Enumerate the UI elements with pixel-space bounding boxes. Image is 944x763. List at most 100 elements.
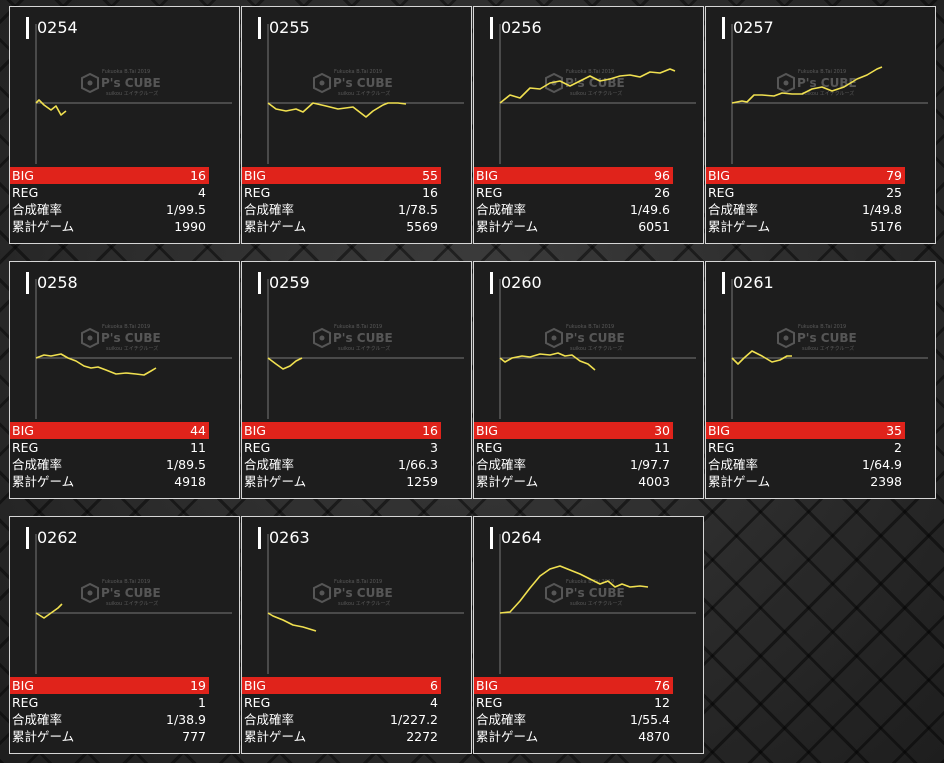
cube-icon [313, 582, 331, 604]
cube-icon [313, 72, 331, 94]
total-games-row: 累計ゲーム 2398 [706, 473, 905, 490]
total-games-value: 5569 [406, 219, 438, 234]
slump-line [267, 102, 407, 118]
watermark-bottom-text: suikou エイチクルーズ [802, 345, 854, 352]
reg-count-label: REG [12, 695, 39, 710]
combined-probability-label: 合成確率 [244, 202, 295, 217]
machine-card[interactable]: Fukuoka B.Tai 2019 P's CUBE suikou エイチクルーズ… [241, 516, 472, 754]
combined-probability-row: 合成確率 1/38.9 [10, 711, 209, 728]
watermark-brand-text: P's CUBE [333, 331, 393, 345]
machine-stats: BIG 76 REG 12 合成確率 1/55.4 累計ゲーム 4870 [474, 677, 673, 745]
reg-count-value: 2 [894, 440, 902, 455]
cube-icon [313, 327, 331, 349]
watermark-bottom-text: suikou エイチクルーズ [338, 90, 390, 97]
machine-card[interactable]: Fukuoka B.Tai 2019 P's CUBE suikou エイチクルーズ… [473, 6, 704, 244]
reg-count-label: REG [476, 185, 503, 200]
combined-probability-value: 1/38.9 [166, 712, 206, 727]
watermark-bottom-text: suikou エイチクルーズ [106, 600, 158, 607]
combined-probability-row: 合成確率 1/49.6 [474, 201, 673, 218]
cube-icon [545, 582, 563, 604]
machine-card[interactable]: Fukuoka B.Tai 2019 P's CUBE suikou エイチクルーズ… [241, 261, 472, 499]
reg-count-row: REG 12 [474, 694, 673, 711]
slump-line [499, 565, 649, 614]
big-count-value: 6 [430, 678, 438, 693]
machine-number: 0260 [490, 272, 542, 294]
machine-card[interactable]: Fukuoka B.Tai 2019 P's CUBE suikou エイチクルーズ… [473, 261, 704, 499]
cube-icon [81, 72, 99, 94]
cube-center-icon [551, 590, 557, 596]
big-count-value: 19 [190, 678, 206, 693]
watermark-bottom-text: suikou エイチクルーズ [338, 345, 390, 352]
slump-line [731, 66, 883, 104]
reg-count-value: 11 [654, 440, 670, 455]
machine-card[interactable]: Fukuoka B.Tai 2019 P's CUBE suikou エイチクルーズ… [705, 6, 936, 244]
total-games-label: 累計ゲーム [476, 729, 539, 744]
reg-count-value: 12 [654, 695, 670, 710]
cube-center-icon [783, 80, 789, 86]
combined-probability-label: 合成確率 [12, 712, 63, 727]
combined-probability-value: 1/97.7 [630, 457, 670, 472]
machine-number: 0258 [26, 272, 78, 294]
big-count-row: BIG 16 [10, 167, 209, 184]
combined-probability-value: 1/89.5 [166, 457, 206, 472]
combined-probability-value: 1/55.4 [630, 712, 670, 727]
cube-icon [545, 72, 563, 94]
machine-stats: BIG 96 REG 26 合成確率 1/49.6 累計ゲーム 6051 [474, 167, 673, 235]
watermark-bottom-text: suikou エイチクルーズ [338, 600, 390, 607]
total-games-label: 累計ゲーム [476, 474, 539, 489]
reg-count-row: REG 4 [10, 184, 209, 201]
total-games-label: 累計ゲーム [244, 219, 307, 234]
big-count-value: 76 [654, 678, 670, 693]
reg-count-row: REG 2 [706, 439, 905, 456]
reg-count-value: 1 [198, 695, 206, 710]
combined-probability-label: 合成確率 [12, 457, 63, 472]
watermark-top-text: Fukuoka B.Tai 2019 [566, 324, 614, 330]
machine-number: 0257 [722, 17, 774, 39]
machine-stats: BIG 79 REG 25 合成確率 1/49.8 累計ゲーム 5176 [706, 167, 905, 235]
big-count-label: BIG [244, 423, 266, 438]
machine-card[interactable]: Fukuoka B.Tai 2019 P's CUBE suikou エイチクルーズ… [473, 516, 704, 754]
machine-stats: BIG 16 REG 3 合成確率 1/66.3 累計ゲーム 1259 [242, 422, 441, 490]
machine-card[interactable]: Fukuoka B.Tai 2019 P's CUBE suikou エイチクルーズ… [241, 6, 472, 244]
machine-card[interactable]: Fukuoka B.Tai 2019 P's CUBE suikou エイチクルーズ… [9, 516, 240, 754]
combined-probability-row: 合成確率 1/89.5 [10, 456, 209, 473]
slump-line [35, 603, 63, 619]
watermark-brand-text: P's CUBE [797, 76, 857, 90]
big-count-label: BIG [12, 678, 34, 693]
machine-number: 0256 [490, 17, 542, 39]
machine-card[interactable]: Fukuoka B.Tai 2019 P's CUBE suikou エイチクルーズ… [705, 261, 936, 499]
combined-probability-label: 合成確率 [476, 712, 527, 727]
watermark-top-text: Fukuoka B.Tai 2019 [798, 69, 846, 75]
watermark-top-text: Fukuoka B.Tai 2019 [102, 579, 150, 585]
total-games-row: 累計ゲーム 5176 [706, 218, 905, 235]
total-games-row: 累計ゲーム 1259 [242, 473, 441, 490]
big-count-value: 44 [190, 423, 206, 438]
cube-center-icon [87, 335, 93, 341]
reg-count-row: REG 3 [242, 439, 441, 456]
machine-card[interactable]: Fukuoka B.Tai 2019 P's CUBE suikou エイチクルーズ… [9, 261, 240, 499]
big-count-label: BIG [12, 168, 34, 183]
reg-count-row: REG 11 [10, 439, 209, 456]
machine-card[interactable]: Fukuoka B.Tai 2019 P's CUBE suikou エイチクルーズ… [9, 6, 240, 244]
watermark-brand-text: P's CUBE [333, 76, 393, 90]
slump-line [267, 357, 303, 370]
reg-count-label: REG [708, 185, 735, 200]
big-count-value: 79 [886, 168, 902, 183]
total-games-value: 5176 [870, 219, 902, 234]
total-games-value: 777 [182, 729, 206, 744]
total-games-label: 累計ゲーム [12, 729, 75, 744]
cube-center-icon [87, 590, 93, 596]
watermark-bottom-text: suikou エイチクルーズ [106, 345, 158, 352]
big-count-value: 16 [422, 423, 438, 438]
reg-count-row: REG 4 [242, 694, 441, 711]
watermark-brand-text: P's CUBE [101, 331, 161, 345]
